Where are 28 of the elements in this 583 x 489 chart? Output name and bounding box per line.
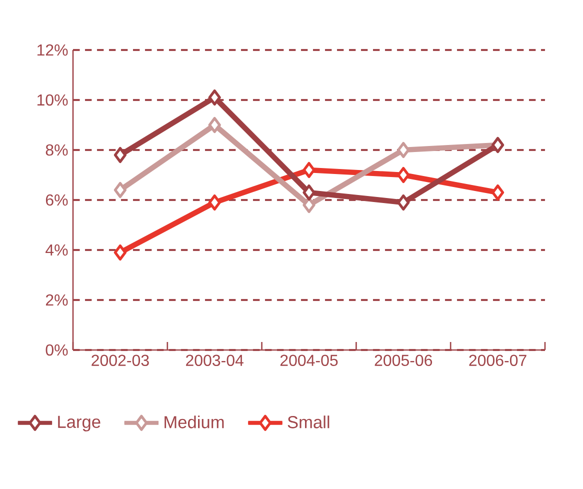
point: [208, 116, 221, 133]
point: [208, 89, 221, 106]
y-tick-label: 4%: [46, 244, 68, 256]
y-tick-label: 6%: [46, 194, 68, 206]
point: [302, 196, 316, 213]
y-tick-label: 0%: [46, 344, 68, 356]
point: [491, 184, 504, 200]
x-tick-label: 2002-03: [92, 354, 149, 366]
legend-label: Large: [58, 416, 100, 432]
point: [397, 142, 410, 158]
y-tick-label: 12%: [37, 44, 68, 56]
x-tick-label: 2006-07: [469, 354, 526, 366]
x-tick-label: 2005-06: [374, 354, 432, 366]
y-tick-label: 2%: [46, 294, 68, 306]
point: [114, 244, 127, 260]
point: [302, 162, 316, 178]
point: [208, 194, 221, 210]
point: [302, 184, 316, 200]
x-tick-label: 2003-04: [186, 354, 244, 366]
y-tick-label: 8%: [46, 144, 68, 156]
point: [114, 182, 127, 198]
legend-label: Small: [288, 416, 330, 428]
point: [114, 146, 127, 163]
x-tick-label: 2004-05: [280, 354, 338, 366]
point: [397, 166, 410, 183]
point: [397, 194, 410, 210]
y-tick-label: 10%: [37, 94, 68, 106]
legend-label: Medium: [164, 416, 224, 428]
